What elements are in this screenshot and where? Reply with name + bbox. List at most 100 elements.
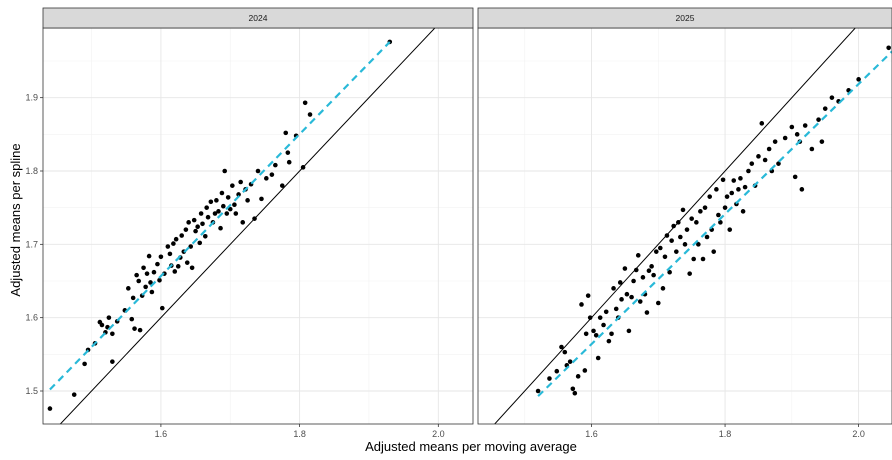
data-point xyxy=(302,100,308,106)
data-point xyxy=(191,217,197,223)
data-point xyxy=(212,211,218,216)
data-point xyxy=(252,216,257,221)
data-point xyxy=(99,322,105,328)
data-point xyxy=(300,165,306,170)
data-point xyxy=(856,77,861,82)
data-point xyxy=(622,266,628,271)
data-point xyxy=(200,221,205,227)
data-point xyxy=(687,271,692,276)
data-point xyxy=(236,192,241,197)
data-point xyxy=(198,211,204,216)
data-point xyxy=(819,139,825,144)
data-point xyxy=(700,256,706,262)
data-point xyxy=(749,161,755,166)
facet-strip-label: 2025 xyxy=(676,13,695,23)
data-point xyxy=(736,187,741,192)
data-point xyxy=(255,168,261,174)
data-point xyxy=(619,297,624,302)
data-point xyxy=(678,234,683,240)
y-tick-label: 1.6 xyxy=(25,313,38,323)
data-point xyxy=(624,291,630,297)
data-point xyxy=(221,203,226,209)
data-point xyxy=(570,386,576,392)
data-point xyxy=(609,331,614,337)
data-point xyxy=(762,157,768,163)
data-point xyxy=(707,194,713,199)
facet-strip xyxy=(42,7,474,29)
panel-2024: 2024 1.6 1.8 2.0 1.5 1.6 1.7 1.8 1.9 xyxy=(25,7,474,439)
panel-2025: 2025 1.6 1.8 2.0 xyxy=(477,7,892,439)
data-point xyxy=(704,234,710,240)
data-point xyxy=(794,132,800,137)
data-point xyxy=(662,254,668,260)
data-point xyxy=(283,130,289,136)
data-point xyxy=(110,331,115,337)
data-point xyxy=(171,241,176,246)
data-point xyxy=(716,212,721,218)
data-point xyxy=(189,265,195,271)
data-point xyxy=(240,220,246,225)
data-point xyxy=(126,286,131,291)
data-point xyxy=(601,322,606,328)
data-point xyxy=(667,269,672,275)
data-point xyxy=(640,275,646,280)
data-point xyxy=(676,220,681,225)
data-point xyxy=(637,299,643,304)
data-point xyxy=(772,139,778,144)
data-point xyxy=(727,227,733,232)
data-point xyxy=(664,233,670,238)
data-point xyxy=(766,146,772,152)
data-point xyxy=(279,183,285,188)
data-point xyxy=(579,302,584,307)
data-point xyxy=(782,135,788,141)
data-point xyxy=(562,349,568,355)
data-point xyxy=(649,264,654,269)
data-point xyxy=(136,278,142,284)
data-point xyxy=(651,272,656,278)
data-point xyxy=(585,293,591,298)
data-point xyxy=(269,172,275,177)
data-point xyxy=(606,338,612,344)
data-point xyxy=(572,390,578,396)
data-point xyxy=(711,249,717,254)
data-point xyxy=(157,277,162,283)
data-point xyxy=(702,205,708,210)
data-point xyxy=(264,176,269,181)
data-point xyxy=(197,240,203,246)
data-point xyxy=(183,227,189,232)
data-point xyxy=(776,161,781,166)
data-point xyxy=(674,249,679,254)
data-point xyxy=(233,211,239,216)
fit-line xyxy=(537,50,892,397)
data-point xyxy=(137,327,143,333)
x-tick-label: 1.8 xyxy=(293,429,306,439)
data-point xyxy=(208,199,214,205)
data-point xyxy=(224,211,230,216)
data-point xyxy=(172,269,178,274)
data-point xyxy=(222,168,228,174)
data-point xyxy=(597,315,603,320)
data-point xyxy=(71,392,77,397)
data-point xyxy=(802,123,808,128)
identity-line xyxy=(494,28,856,424)
data-point xyxy=(742,184,748,190)
data-point xyxy=(149,289,155,295)
data-point xyxy=(547,376,552,381)
data-point xyxy=(682,242,688,247)
data-point xyxy=(132,326,137,331)
data-point xyxy=(738,176,743,181)
data-point xyxy=(575,374,581,379)
data-point xyxy=(130,295,136,301)
data-point xyxy=(684,227,690,232)
data-point xyxy=(720,177,726,183)
data-point xyxy=(148,280,153,285)
data-point xyxy=(216,209,221,214)
data-point xyxy=(186,220,191,225)
data-point xyxy=(629,294,634,300)
data-point xyxy=(175,264,181,269)
data-point xyxy=(158,254,164,260)
data-point xyxy=(134,272,139,278)
data-point xyxy=(759,121,765,126)
data-point xyxy=(165,244,171,249)
